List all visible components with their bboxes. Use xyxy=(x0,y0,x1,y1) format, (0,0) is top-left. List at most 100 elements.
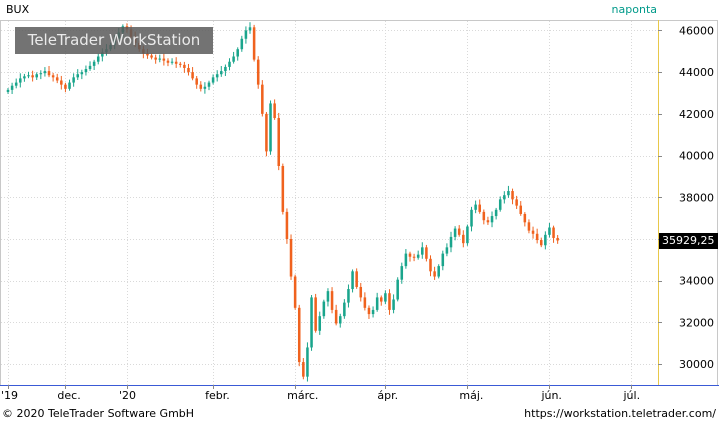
candle-body xyxy=(441,253,445,267)
candle xyxy=(363,292,367,311)
candle xyxy=(88,61,92,71)
candle-body xyxy=(507,191,510,196)
candle-body xyxy=(269,103,272,152)
candle-body xyxy=(486,220,490,223)
candle-body xyxy=(64,84,67,89)
candle-body xyxy=(285,211,289,239)
candle xyxy=(228,58,231,71)
candle xyxy=(392,294,395,314)
candle xyxy=(224,64,227,76)
y-tick-label: 44000 xyxy=(679,66,714,79)
candle-body xyxy=(203,86,207,89)
candle-body xyxy=(72,77,75,83)
candle xyxy=(351,269,354,293)
candle-body xyxy=(10,85,14,90)
candle xyxy=(35,72,38,80)
candle-body xyxy=(416,254,420,258)
candle xyxy=(470,206,473,232)
candle xyxy=(265,111,268,157)
period-label[interactable]: naponta xyxy=(611,3,657,16)
candle-body xyxy=(154,57,157,60)
candle-body xyxy=(6,89,10,92)
candle xyxy=(240,35,244,52)
candle xyxy=(191,67,194,81)
candle xyxy=(544,231,547,250)
candle-body xyxy=(101,52,104,57)
candle xyxy=(170,58,174,65)
candle-body xyxy=(179,63,182,65)
candle xyxy=(23,73,26,82)
candle xyxy=(400,262,404,284)
candle xyxy=(384,290,387,305)
candle xyxy=(519,201,523,216)
candle xyxy=(64,82,67,93)
candle-body xyxy=(31,75,34,78)
candle xyxy=(396,277,399,302)
candle xyxy=(166,58,170,67)
candle-body xyxy=(490,216,494,223)
candle xyxy=(527,219,531,234)
candle-body xyxy=(174,61,178,64)
candle xyxy=(47,66,51,78)
candle xyxy=(539,237,543,248)
copyright-text: © 2020 TeleTrader Software GmbH xyxy=(2,407,195,420)
candle-body xyxy=(437,266,440,277)
candle xyxy=(273,99,276,120)
candle xyxy=(355,268,358,289)
watermark-logo: TeleTrader WorkStation xyxy=(15,27,213,54)
candle xyxy=(375,292,379,312)
candle-body xyxy=(412,256,416,258)
candle-body xyxy=(367,307,371,315)
x-tick-label: jún. xyxy=(540,389,562,402)
candle xyxy=(60,75,63,90)
candle-body xyxy=(310,297,313,348)
candle-body xyxy=(535,233,539,241)
candle-body xyxy=(220,71,223,75)
candle xyxy=(269,100,272,155)
candle xyxy=(289,234,293,280)
candle-body xyxy=(158,58,162,60)
candle xyxy=(347,284,350,308)
candle-body xyxy=(236,49,239,57)
candle-body xyxy=(556,237,559,241)
candle xyxy=(96,53,100,65)
candle-body xyxy=(68,82,71,89)
candle xyxy=(31,70,34,82)
candle xyxy=(449,231,453,253)
candle xyxy=(252,24,256,62)
candle-body xyxy=(371,309,375,315)
candle-body xyxy=(14,82,18,86)
candle-body xyxy=(27,75,30,77)
candle-body xyxy=(187,67,190,73)
candle xyxy=(150,53,153,60)
candle xyxy=(195,75,198,89)
candle-body xyxy=(23,76,26,79)
candle xyxy=(371,306,375,318)
candle xyxy=(441,250,445,271)
candle xyxy=(203,82,207,94)
candle-body xyxy=(548,227,551,235)
candle xyxy=(359,282,363,302)
candle xyxy=(334,304,338,326)
candle-body xyxy=(170,61,174,63)
candle xyxy=(314,293,317,333)
footer-url[interactable]: https://workstation.teletrader.com/ xyxy=(524,407,716,420)
candle xyxy=(388,289,391,315)
candle-body xyxy=(240,38,244,50)
candle xyxy=(515,195,518,210)
candle-body xyxy=(343,302,346,317)
y-tick-label: 42000 xyxy=(679,108,714,121)
candle xyxy=(43,67,47,77)
candle-body xyxy=(166,60,170,63)
candle xyxy=(437,264,440,279)
candle-body xyxy=(273,103,276,119)
candle xyxy=(285,208,289,244)
y-tick-label: 40000 xyxy=(679,150,714,163)
candle-body xyxy=(146,53,149,56)
candle-body xyxy=(408,253,412,257)
last-price-badge: 35929,25 xyxy=(659,233,718,249)
candle xyxy=(466,224,469,246)
candle-body xyxy=(191,72,194,79)
candle-body xyxy=(256,59,260,85)
